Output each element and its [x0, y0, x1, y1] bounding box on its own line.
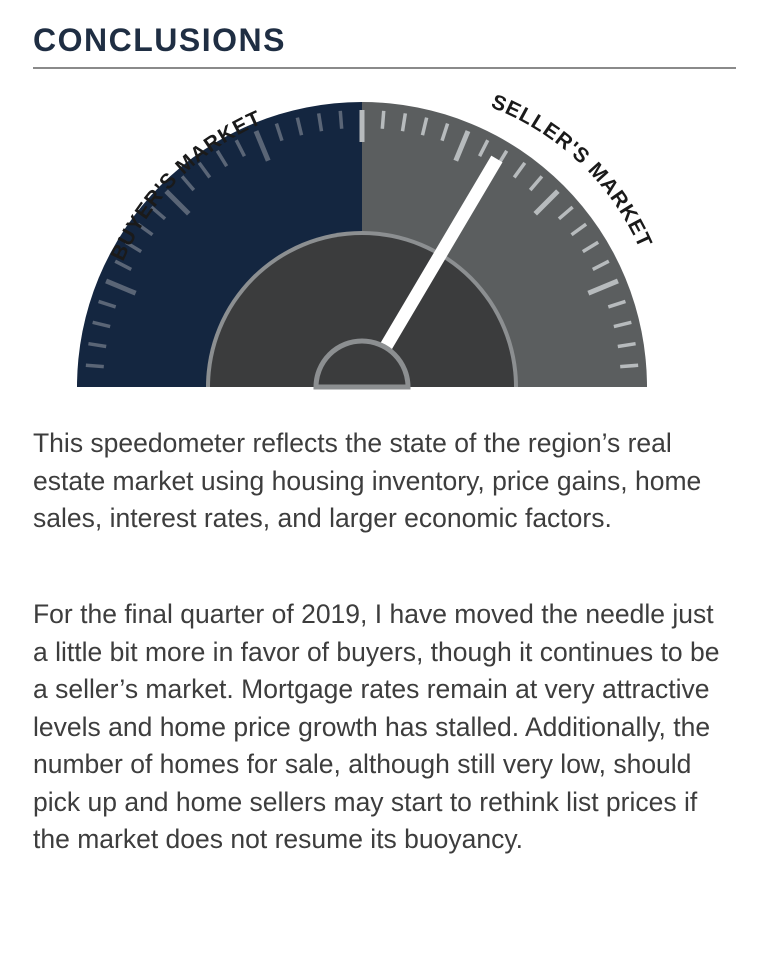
gauge-tick	[440, 123, 450, 142]
gauge-tick	[164, 189, 191, 216]
gauge-tick	[92, 320, 111, 329]
gauge-tick	[316, 113, 324, 132]
gauge-tick	[591, 259, 610, 271]
gauge-tick	[215, 149, 229, 168]
gauge-ticks	[85, 110, 639, 369]
gauge-tick	[85, 363, 104, 369]
gauge-tick	[512, 161, 527, 179]
gauge-tick	[234, 139, 246, 158]
inner-hub	[210, 235, 514, 387]
gauge-tick	[528, 175, 544, 192]
gauge-tick	[453, 130, 471, 162]
gauge-tick	[613, 320, 632, 329]
gauge-tick	[607, 299, 626, 309]
gauge-tick	[587, 278, 619, 296]
gauge-tick	[98, 299, 117, 309]
gauge-tick	[105, 278, 137, 296]
gauge-tick	[295, 117, 304, 136]
heading-divider	[33, 67, 736, 69]
gauge-tick	[274, 123, 284, 142]
gauge-tick	[620, 363, 639, 369]
gauge-tick	[570, 222, 588, 237]
gauge-tick	[197, 161, 212, 179]
gauge-tick	[114, 259, 133, 271]
gauge-tick	[478, 139, 490, 158]
quarter-outlook-paragraph: For the final quarter of 2019, I have mo…	[33, 599, 720, 854]
gauge-tick	[338, 110, 344, 129]
gauge-needle	[378, 155, 503, 353]
gauge-tick	[136, 222, 154, 237]
gauge-tick	[400, 113, 408, 132]
gauge-tick	[420, 117, 429, 136]
gauge-tick	[150, 205, 167, 221]
section-heading: CONCLUSIONS	[33, 22, 286, 58]
gauge-tick	[533, 189, 560, 216]
gauge-tick	[124, 240, 143, 254]
gauge-tick	[617, 341, 636, 349]
market-speedometer: BUYER'S MARKET SELLER'S MARKET	[77, 90, 655, 390]
intro-paragraph: This speedometer reflects the state of t…	[33, 428, 702, 533]
gauge-tick	[253, 130, 271, 162]
gauge-tick	[581, 240, 600, 254]
gauge-tick	[180, 175, 196, 192]
gauge-tick	[88, 341, 107, 349]
gauge-tick	[557, 205, 574, 221]
gauge-tick	[380, 110, 386, 129]
center-cap	[313, 338, 411, 390]
